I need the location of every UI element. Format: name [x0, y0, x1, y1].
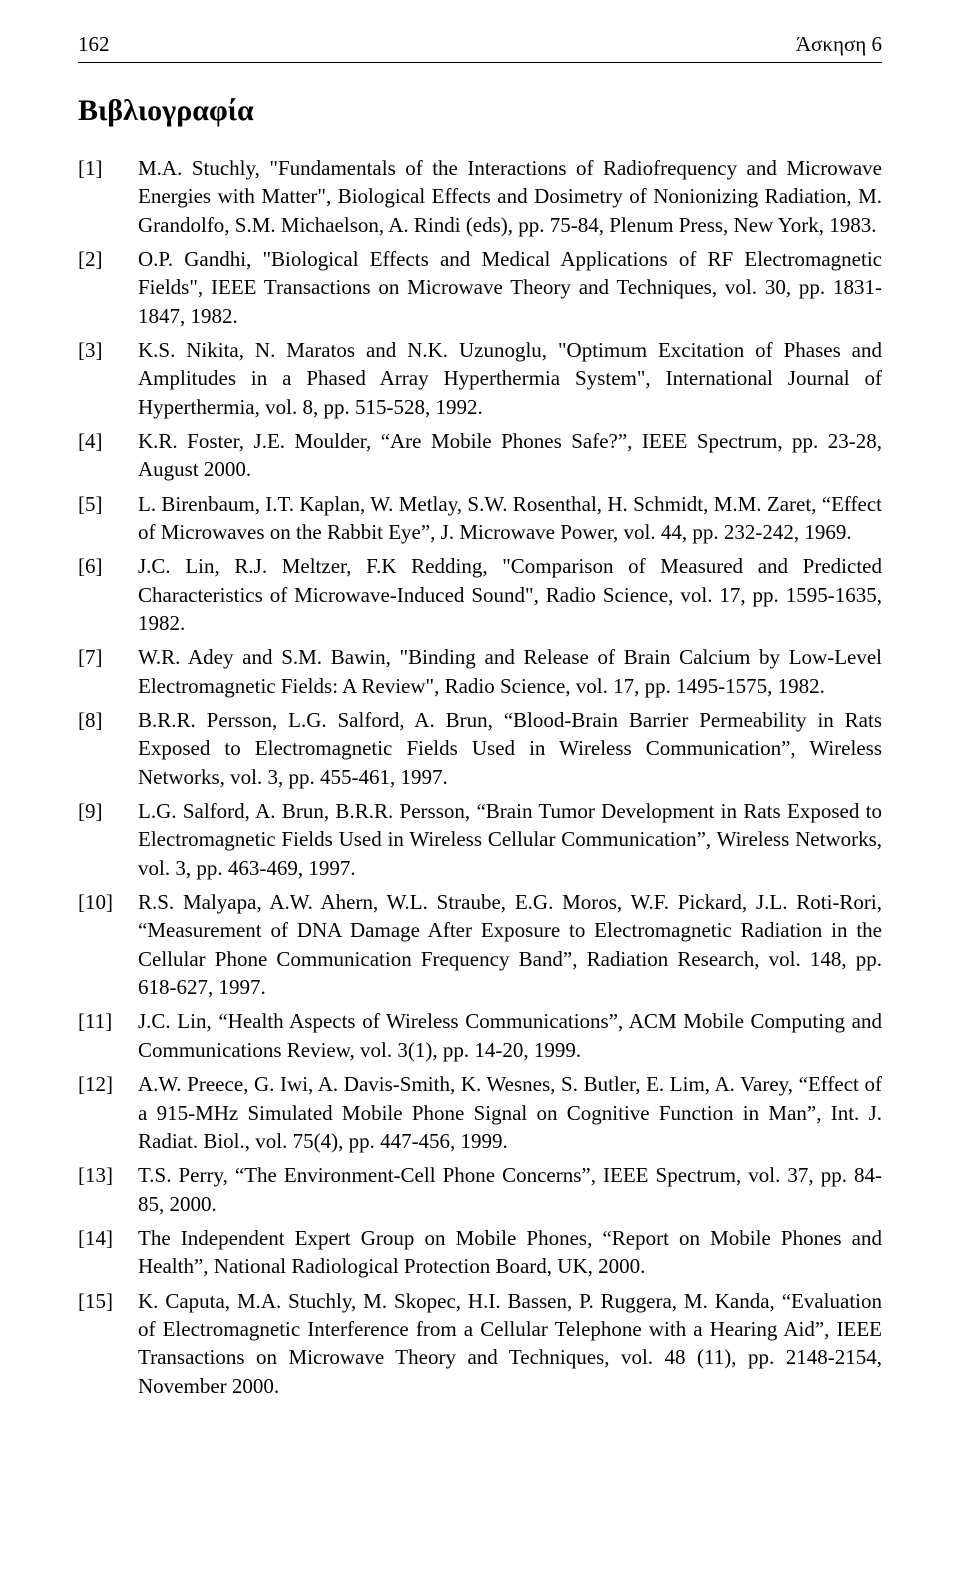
reference-label: [2] [78, 245, 138, 273]
reference-text: O.P. Gandhi, "Biological Effects and Med… [138, 245, 882, 330]
reference-label: [7] [78, 643, 138, 671]
reference-item: [12]A.W. Preece, G. Iwi, A. Davis-Smith,… [78, 1070, 882, 1155]
reference-label: [9] [78, 797, 138, 825]
reference-item: [7]W.R. Adey and S.M. Bawin, "Binding an… [78, 643, 882, 700]
reference-text: T.S. Perry, “The Environment-Cell Phone … [138, 1161, 882, 1218]
reference-label: [4] [78, 427, 138, 455]
reference-item: [5]L. Birenbaum, I.T. Kaplan, W. Metlay,… [78, 490, 882, 547]
reference-text: R.S. Malyapa, A.W. Ahern, W.L. Straube, … [138, 888, 882, 1001]
reference-item: [11]J.C. Lin, “Health Aspects of Wireles… [78, 1007, 882, 1064]
reference-label: [3] [78, 336, 138, 364]
reference-item: [15]K. Caputa, M.A. Stuchly, M. Skopec, … [78, 1287, 882, 1400]
reference-item: [2]O.P. Gandhi, "Biological Effects and … [78, 245, 882, 330]
reference-text: M.A. Stuchly, "Fundamentals of the Inter… [138, 154, 882, 239]
reference-text: K.R. Foster, J.E. Moulder, “Are Mobile P… [138, 427, 882, 484]
reference-item: [9]L.G. Salford, A. Brun, B.R.R. Persson… [78, 797, 882, 882]
reference-text: The Independent Expert Group on Mobile P… [138, 1224, 882, 1281]
reference-label: [12] [78, 1070, 138, 1098]
reference-text: J.C. Lin, “Health Aspects of Wireless Co… [138, 1007, 882, 1064]
header-title: Άσκηση 6 [796, 30, 882, 58]
reference-label: [10] [78, 888, 138, 916]
reference-text: W.R. Adey and S.M. Bawin, "Binding and R… [138, 643, 882, 700]
reference-item: [8]B.R.R. Persson, L.G. Salford, A. Brun… [78, 706, 882, 791]
reference-text: A.W. Preece, G. Iwi, A. Davis-Smith, K. … [138, 1070, 882, 1155]
reference-label: [11] [78, 1007, 138, 1035]
bibliography-heading: Βιβλιογραφία [78, 91, 882, 132]
reference-item: [1]M.A. Stuchly, "Fundamentals of the In… [78, 154, 882, 239]
reference-label: [1] [78, 154, 138, 182]
reference-text: K.S. Nikita, N. Maratos and N.K. Uzunogl… [138, 336, 882, 421]
reference-text: L. Birenbaum, I.T. Kaplan, W. Metlay, S.… [138, 490, 882, 547]
reference-label: [5] [78, 490, 138, 518]
reference-item: [14]The Independent Expert Group on Mobi… [78, 1224, 882, 1281]
reference-label: [6] [78, 552, 138, 580]
reference-item: [3]K.S. Nikita, N. Maratos and N.K. Uzun… [78, 336, 882, 421]
reference-label: [8] [78, 706, 138, 734]
reference-item: [13]T.S. Perry, “The Environment-Cell Ph… [78, 1161, 882, 1218]
page-header: 162 Άσκηση 6 [78, 30, 882, 63]
reference-label: [15] [78, 1287, 138, 1315]
reference-label: [14] [78, 1224, 138, 1252]
page-number: 162 [78, 30, 110, 58]
reference-item: [6]J.C. Lin, R.J. Meltzer, F.K Redding, … [78, 552, 882, 637]
reference-label: [13] [78, 1161, 138, 1189]
reference-item: [4]K.R. Foster, J.E. Moulder, “Are Mobil… [78, 427, 882, 484]
reference-text: B.R.R. Persson, L.G. Salford, A. Brun, “… [138, 706, 882, 791]
reference-list: [1]M.A. Stuchly, "Fundamentals of the In… [78, 154, 882, 1400]
reference-item: [10]R.S. Malyapa, A.W. Ahern, W.L. Strau… [78, 888, 882, 1001]
reference-text: J.C. Lin, R.J. Meltzer, F.K Redding, "Co… [138, 552, 882, 637]
reference-text: L.G. Salford, A. Brun, B.R.R. Persson, “… [138, 797, 882, 882]
reference-text: K. Caputa, M.A. Stuchly, M. Skopec, H.I.… [138, 1287, 882, 1400]
